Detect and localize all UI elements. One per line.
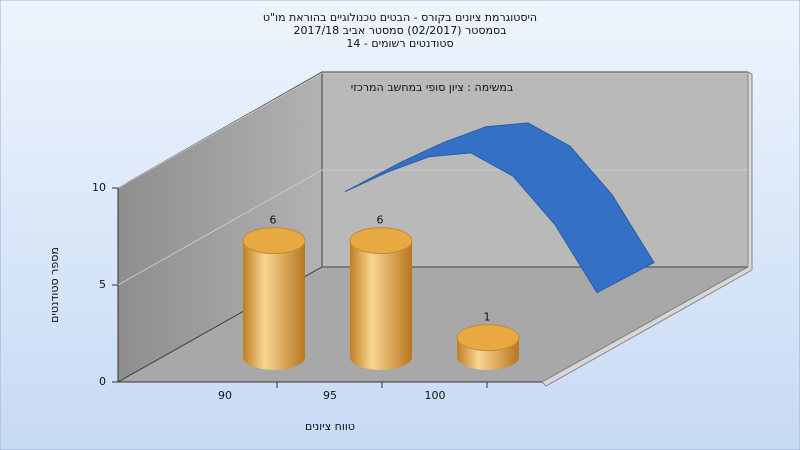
y-tick-label: 10 <box>92 181 106 194</box>
data-label: 6 <box>270 214 277 227</box>
bar-part <box>243 240 305 370</box>
title: סטודנטים רשומים - 14 <box>346 37 453 50</box>
y-tick-label: 5 <box>99 278 106 291</box>
x-tick-label: 95 <box>323 389 337 402</box>
x-axis-label: טווח ציונים <box>305 420 355 433</box>
title: בסמסטר (02/2017) סמסטר אביב 2017/18 <box>293 24 506 37</box>
title: היסטוגרמת ציונים בקורס - הבטים טכנולוגיי… <box>263 11 537 24</box>
curve <box>344 122 655 294</box>
grid-line <box>117 72 748 189</box>
box-edge <box>541 71 753 387</box>
bar-part <box>456 324 520 352</box>
bar-part <box>350 240 412 370</box>
data-label: 1 <box>484 311 491 324</box>
bar <box>349 227 413 370</box>
data-label: 6 <box>377 214 384 227</box>
bar-part <box>242 227 306 255</box>
y-axis-label: מספר סטודנטים <box>48 247 61 323</box>
grid-line <box>117 169 748 286</box>
bar-part <box>349 227 413 255</box>
y-tick-label: 0 <box>99 375 106 388</box>
x-tick-label: 100 <box>425 389 446 402</box>
annotation: במשימה : ציון סופי במחשב המרכזי <box>351 81 514 94</box>
x-tick-label: 90 <box>218 389 232 402</box>
bar <box>456 324 520 370</box>
bar <box>242 227 306 370</box>
